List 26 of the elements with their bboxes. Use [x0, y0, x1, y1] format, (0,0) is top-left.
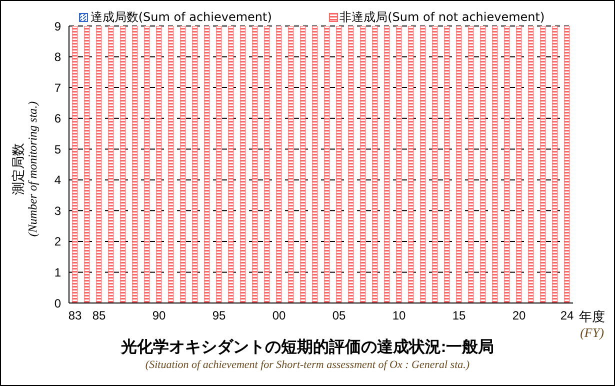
y-tick-label: 3 [54, 204, 62, 218]
y-tick-label: 7 [54, 80, 62, 95]
x-tick-label: 90 [152, 308, 166, 323]
y-tick-label: 4 [54, 173, 62, 188]
text: (Situation of achievement for Short-term assessment of Ox : General sta.) [144, 359, 471, 371]
y-axis-title: 測定局数 (Number of monitoring sta.) [11, 100, 41, 236]
y-tick-label: 2 [54, 234, 62, 249]
x-tick-label: 00 [272, 308, 286, 323]
legend-label: 非達成局(Sum of not achievement) [338, 9, 545, 26]
x-tick-label: 15 [452, 308, 466, 323]
y-tick-label: 6 [54, 112, 62, 126]
x-tick-label: 85 [92, 308, 106, 323]
x-tick-label: 24 [560, 308, 574, 323]
y-tick-label: 1 [54, 265, 62, 280]
legend-label: 達成局数(Sum of achievement) [89, 9, 272, 26]
y-tick-label: 5 [54, 142, 62, 156]
y-tick-label: 8 [54, 50, 62, 64]
x-axis-title: 年度 (FY) [579, 309, 605, 341]
x-tick-label: 83 [68, 308, 82, 323]
y-tick-label: 9 [54, 19, 62, 34]
x-tick-label: 10 [392, 308, 406, 323]
y-tick-label: 0 [54, 296, 62, 310]
x-tick-label: 20 [512, 308, 526, 323]
x-tick-label: 05 [332, 308, 346, 323]
text: 光化学オキシダントの短期的評価の達成状況:一般局 [120, 339, 494, 356]
x-tick-label: 95 [212, 308, 226, 323]
